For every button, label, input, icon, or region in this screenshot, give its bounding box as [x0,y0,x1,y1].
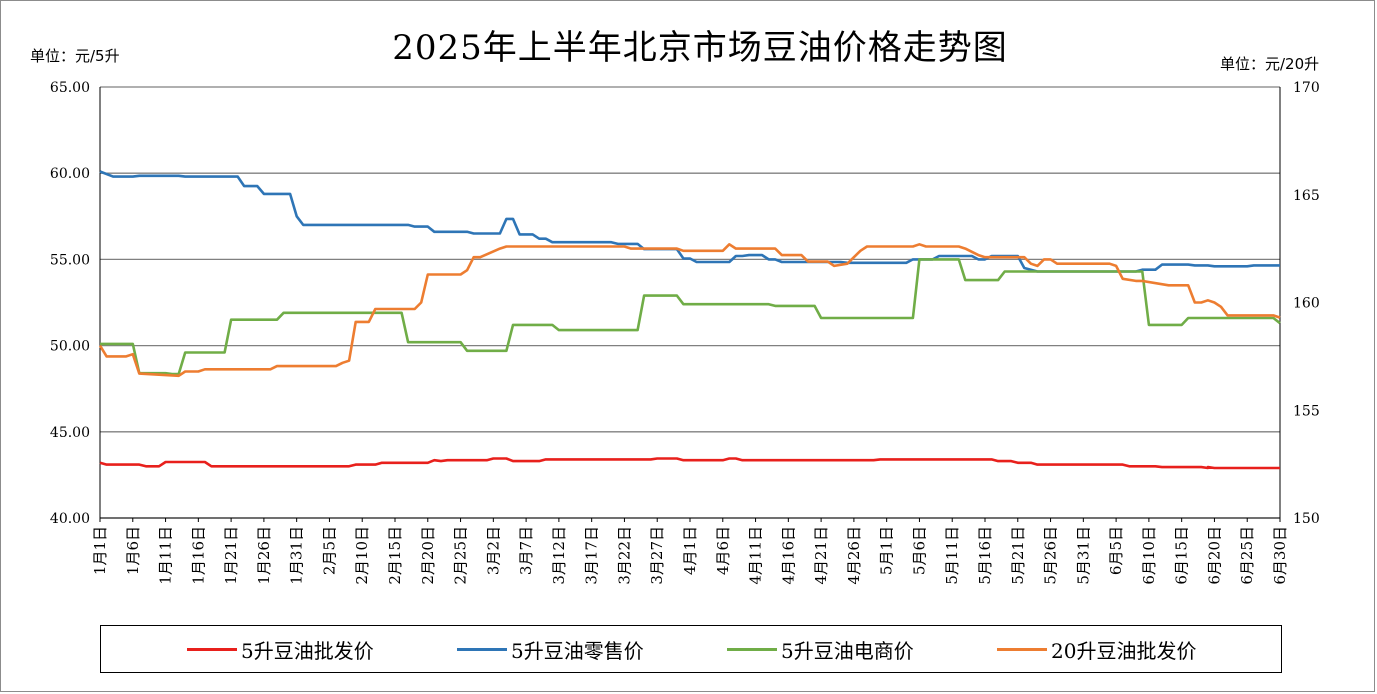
x-tick-label: 5月11日 [943,526,961,585]
x-tick-label: 3月27日 [648,526,666,585]
legend-item-retail-5l: 5升豆油零售价 [457,626,644,672]
legend-item-ecommerce-5l: 5升豆油电商价 [727,626,914,672]
series-line [99,170,1280,273]
x-tick-label: 3月2日 [484,526,502,575]
legend-swatch-red [187,647,237,651]
x-tick-label: 2月10日 [353,526,371,585]
x-tick-label: 2月25日 [452,526,470,585]
x-tick-label: 6月30日 [1271,526,1289,585]
y-right-tick-label: 155 [1293,403,1320,419]
x-tick-label: 4月26日 [845,526,863,585]
x-tick-label: 1月21日 [222,526,240,585]
legend-item-wholesale-5l: 5升豆油批发价 [187,626,374,672]
legend-label: 5升豆油电商价 [781,638,914,663]
x-tick-label: 3月7日 [517,526,535,575]
left-axis-unit: 单位：元/5升 [30,47,120,65]
series-line [99,457,1280,470]
x-tick-label: 6月10日 [1140,526,1158,585]
x-tick-label: 1月16日 [189,526,207,585]
legend-item-wholesale-20l: 20升豆油批发价 [997,626,1196,672]
x-tick-label: 5月21日 [1009,526,1027,585]
x-tick-label: 5月16日 [976,526,994,585]
legend-swatch-orange [997,647,1047,651]
x-tick-label: 1月6日 [124,526,142,575]
legend-label: 5升豆油批发价 [241,638,374,663]
chart-title: 2025年上半年北京市场豆油价格走势图 [392,28,1008,68]
y-left-tick-label: 40.00 [50,511,90,527]
legend-label: 5升豆油零售价 [511,638,644,663]
x-tick-label: 1月31日 [288,526,306,585]
x-tick-label: 3月17日 [583,526,601,585]
x-tick-label: 4月6日 [714,526,732,575]
x-tick-label: 1月1日 [91,526,109,575]
y-right-tick-label: 165 [1293,188,1320,204]
x-tick-label: 1月11日 [157,526,175,585]
x-tick-label: 5月6日 [910,526,928,575]
x-tick-label: 1月26日 [255,526,273,585]
x-tick-label: 3月22日 [615,526,633,585]
series-line [100,258,1281,376]
x-tick-label: 6月15日 [1173,526,1191,585]
x-tick-label: 5月26日 [1042,526,1060,585]
series-line [98,243,1281,378]
y-left-tick-label: 60.00 [50,166,90,182]
x-tick-label: 4月1日 [681,526,699,575]
legend-swatch-blue [457,647,507,651]
x-tick-label: 4月21日 [812,526,830,585]
y-left-tick-label: 45.00 [50,425,90,441]
x-tick-label: 5月1日 [878,526,896,575]
y-left-tick-label: 65.00 [50,80,90,96]
y-right-tick-label: 160 [1293,296,1320,312]
x-tick-label: 6月5日 [1107,526,1125,575]
x-tick-label: 5月31日 [1074,526,1092,585]
x-tick-label: 2月15日 [386,526,404,585]
chart-legend: 5升豆油批发价 5升豆油零售价 5升豆油电商价 20升豆油批发价 [100,625,1282,673]
legend-label: 20升豆油批发价 [1051,638,1197,663]
y-right-tick-label: 150 [1293,511,1320,527]
x-tick-label: 2月20日 [419,526,437,585]
y-right-tick-label: 170 [1293,80,1320,96]
x-tick-label: 2月5日 [320,526,338,575]
x-tick-label: 6月25日 [1238,526,1256,585]
y-left-tick-label: 55.00 [50,252,90,268]
x-tick-label: 4月16日 [779,526,797,585]
legend-swatch-green [727,647,777,651]
x-tick-label: 3月12日 [550,526,568,585]
line-chart: 40.00 45.00 50.00 55.00 60.00 65.00 150 155 160 1… [50,80,1320,585]
y-left-tick-label: 50.00 [50,339,90,355]
x-tick-label: 6月20日 [1205,526,1223,585]
right-axis-unit: 单位：元/20升 [1220,55,1320,73]
x-tick-label: 4月11日 [747,526,765,585]
